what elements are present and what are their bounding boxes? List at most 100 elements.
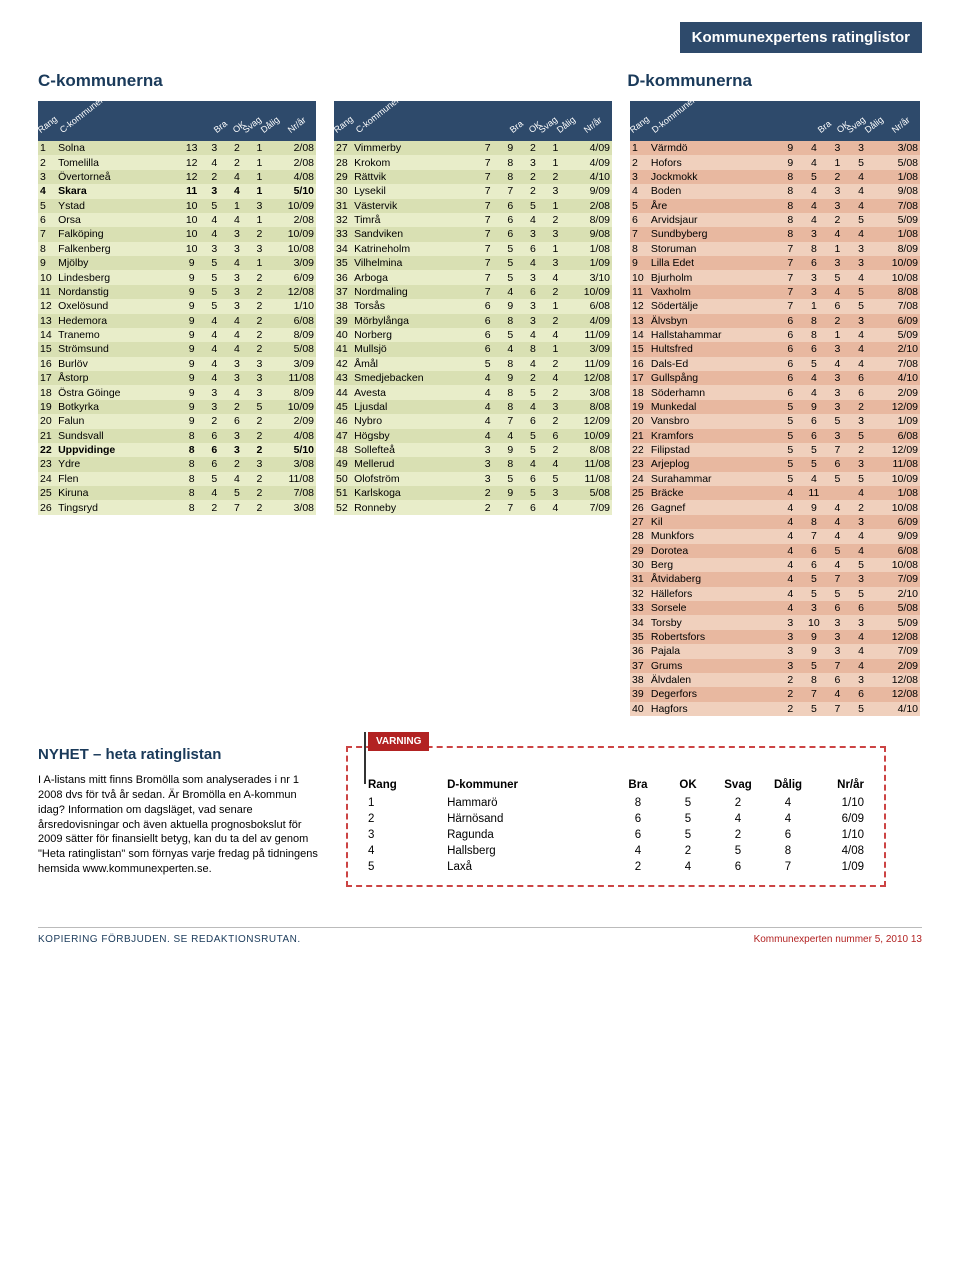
cell: 2/09 (271, 414, 316, 428)
cell: 4 (476, 414, 499, 428)
cell: 52 (334, 500, 352, 514)
cell: 2/09 (873, 385, 920, 399)
hdr-nrar: Nr/år (286, 115, 308, 135)
cell: 4/08 (271, 429, 316, 443)
cell (826, 486, 850, 500)
cell: 2 (226, 457, 249, 471)
cell: 2 (544, 170, 567, 184)
cell: Älvdalen (649, 673, 779, 687)
hdr-nrar: Nr/år (890, 115, 912, 135)
cell: 40 (630, 702, 649, 716)
cell: 7 (779, 242, 803, 256)
cell: 6 (779, 314, 803, 328)
cell: 8/09 (271, 385, 316, 399)
cell: 2 (248, 342, 271, 356)
cell: 5 (826, 270, 850, 284)
table-row: 3Jockmokk85241/08 (630, 170, 920, 184)
cell: Tingsryd (56, 500, 180, 514)
cell: 3 (802, 285, 826, 299)
cell: 2 (826, 213, 850, 227)
cell: 9 (180, 385, 203, 399)
cell: 3/08 (567, 385, 612, 399)
cell: 8 (499, 457, 522, 471)
cell: Bräcke (649, 486, 779, 500)
table-row: 10Bjurholm735410/08 (630, 270, 920, 284)
cell: 4/09 (567, 155, 612, 169)
cell: 1 (544, 155, 567, 169)
cell: 12/09 (567, 414, 612, 428)
cell: 7 (476, 213, 499, 227)
cell: 9 (779, 141, 803, 155)
table-row: 24Flen854211/08 (38, 472, 316, 486)
cell: Söderhamn (649, 385, 779, 399)
cell: 7/09 (873, 644, 920, 658)
cell: 10/09 (873, 472, 920, 486)
cell: 9/08 (873, 184, 920, 198)
table-row: 25Kiruna84527/08 (38, 486, 316, 500)
cell: 4 (849, 544, 873, 558)
cell: 5 (499, 256, 522, 270)
cell: 9 (802, 630, 826, 644)
table-row: 33Sorsele43665/08 (630, 601, 920, 615)
cell: 6 (849, 371, 873, 385)
cell: 5/10 (271, 443, 316, 457)
cell: 7 (476, 155, 499, 169)
cell: 4 (522, 256, 545, 270)
cell: 9 (499, 486, 522, 500)
cell: 7 (779, 285, 803, 299)
cell: 7 (802, 687, 826, 701)
cell: 11/09 (567, 357, 612, 371)
cell: 4 (849, 170, 873, 184)
cell: 3 (203, 141, 226, 155)
cell: 2 (248, 285, 271, 299)
section-c-title: C-kommunerna (38, 71, 627, 91)
table-row: 16Dals-Ed65447/08 (630, 357, 920, 371)
cell: 3 (779, 615, 803, 629)
table-row: 7Falköping1043210/09 (38, 227, 316, 241)
cell: 6 (476, 314, 499, 328)
table-row: 46Nybro476212/09 (334, 414, 612, 428)
cell: 7 (499, 414, 522, 428)
cell: 29 (334, 170, 352, 184)
cell: Timrå (352, 213, 476, 227)
cell: 3 (364, 827, 443, 843)
cell: 5 (779, 414, 803, 428)
cell: 4 (630, 184, 649, 198)
cell: 10/08 (873, 558, 920, 572)
cell: 6/08 (567, 299, 612, 313)
cell: 5 (826, 587, 850, 601)
cell: 3 (779, 630, 803, 644)
table-row: 31Västervik76512/08 (334, 199, 612, 213)
cell: 14 (630, 328, 649, 342)
cell: 12 (180, 155, 203, 169)
cell: 5 (802, 702, 826, 716)
table-row: 13Hedemora94426/08 (38, 314, 316, 328)
cell: 4 (522, 328, 545, 342)
cell: 8 (630, 242, 649, 256)
cell: Munkfors (649, 529, 779, 543)
cell: 5/08 (567, 486, 612, 500)
cell: 1 (248, 256, 271, 270)
cell: 4 (522, 357, 545, 371)
cell: 4 (226, 472, 249, 486)
cell: 8 (779, 184, 803, 198)
cell: 10/09 (567, 285, 612, 299)
cell: 2/08 (271, 213, 316, 227)
cell: 4 (826, 500, 850, 514)
table-row: 6Orsa104412/08 (38, 213, 316, 227)
cell: 11 (180, 184, 203, 198)
cell: 6 (499, 199, 522, 213)
cell: 3/08 (873, 141, 920, 155)
cell: 6 (613, 827, 663, 843)
cell: 4 (203, 314, 226, 328)
cell: 1 (248, 213, 271, 227)
cell: 4 (476, 385, 499, 399)
cell: 2/08 (567, 199, 612, 213)
cell: 7 (476, 270, 499, 284)
cell: Älvsbyn (649, 314, 779, 328)
cell: 2 (248, 328, 271, 342)
cell: 2 (713, 827, 763, 843)
cell: 24 (630, 472, 649, 486)
cell: 5 (826, 472, 850, 486)
table-row: 40Hagfors25754/10 (630, 702, 920, 716)
